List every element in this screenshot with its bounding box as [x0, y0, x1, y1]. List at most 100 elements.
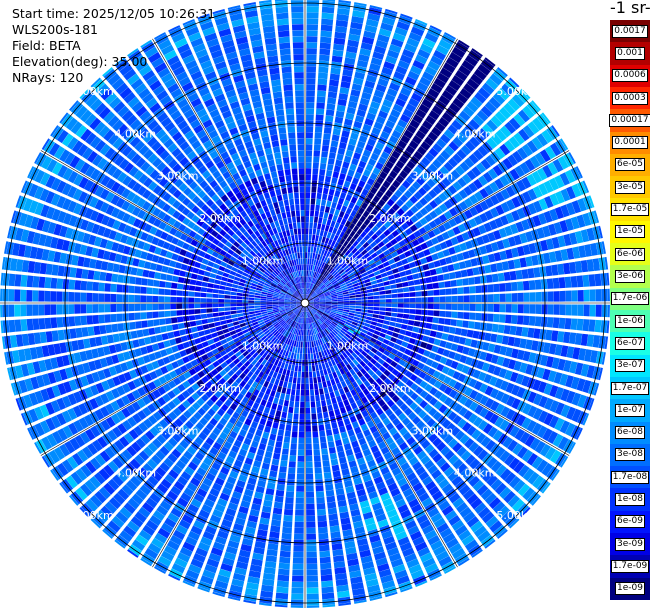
ray-gate [227, 540, 240, 549]
ray-gate [307, 282, 310, 289]
ray-gate [154, 368, 163, 378]
ray-gate [404, 370, 413, 379]
ray-gate [278, 380, 284, 387]
ray-gate [186, 482, 198, 492]
ray-gate [337, 297, 344, 300]
ray-gate [430, 540, 444, 551]
ray-gate [254, 300, 261, 303]
ray-gate [255, 429, 263, 437]
ray-gate [302, 353, 305, 360]
ray-gate [401, 384, 410, 393]
ray-gate [258, 523, 269, 531]
ray-gate [345, 174, 353, 183]
ray-gate [305, 222, 309, 229]
ray-gate [492, 92, 506, 105]
ray-gate [499, 486, 512, 500]
ray-gate [210, 547, 223, 557]
ray-gate [300, 395, 305, 402]
ray-gate [229, 496, 240, 506]
ray-gate [320, 562, 332, 570]
ray-gate [311, 407, 316, 414]
ray-gate [414, 285, 422, 291]
ray-gate [488, 544, 502, 557]
ray-gate [174, 418, 184, 428]
ray-gate [418, 125, 430, 135]
ray-gate [453, 262, 461, 271]
ray-gate [400, 462, 411, 472]
ray-gate [351, 247, 358, 254]
ray-gate [230, 299, 237, 303]
ray-gate [200, 384, 209, 393]
ray-gate [194, 337, 202, 345]
ray-gate [458, 189, 468, 200]
ray-gate [347, 272, 355, 278]
ray-gate [419, 217, 428, 226]
ray-gate [309, 310, 314, 316]
ray-gate [342, 233, 349, 240]
ray-gate [382, 471, 393, 481]
ray-gate [99, 325, 107, 335]
ray-gate [508, 136, 521, 149]
ray-gate [291, 581, 304, 588]
ray-gate [321, 224, 326, 231]
ray-gate [363, 226, 371, 234]
ray-gate [146, 311, 153, 319]
ray-gate [59, 368, 68, 381]
ray-gate [208, 552, 222, 563]
ray-gate [444, 145, 455, 156]
ray-gate [489, 520, 503, 533]
ray-gate [469, 458, 481, 470]
ray-gate [335, 265, 341, 272]
ray-gate [313, 300, 320, 303]
ray-gate [460, 467, 472, 479]
ray-gate [312, 294, 318, 299]
ray-gate [78, 417, 89, 430]
ray-gate [149, 492, 162, 504]
ray-gate [324, 321, 330, 327]
ray-gate [419, 4, 434, 15]
ray-gate [321, 586, 334, 594]
ray-gate [595, 304, 602, 317]
ray-gate [433, 310, 440, 317]
ray-gate [367, 229, 375, 237]
ray-gate [598, 171, 610, 187]
ray-gate [141, 320, 148, 328]
ray-gate [343, 303, 350, 306]
ray-gate [387, 49, 400, 59]
ray-gate [405, 379, 414, 388]
ray-gate [152, 295, 159, 303]
ray-gate [349, 230, 356, 238]
ray-gate [395, 531, 408, 541]
ray-gate [230, 343, 237, 350]
ray-gate [410, 332, 418, 339]
ray-gate [414, 54, 428, 65]
ray-gate [123, 432, 135, 444]
ray-gate [346, 319, 353, 324]
ray-gate [380, 466, 390, 476]
ray-gate [495, 129, 507, 142]
ray-gate [307, 353, 311, 360]
ray-gate [397, 457, 407, 467]
ray-gate [354, 451, 364, 460]
ray-gate [222, 426, 231, 435]
ray-gate [599, 402, 610, 417]
ray-gate [525, 535, 540, 550]
ray-gate [446, 23, 461, 35]
ray-gate [328, 333, 334, 340]
ray-gate [240, 337, 247, 344]
ray-gate [221, 487, 232, 496]
ray-gate [418, 410, 427, 419]
ray-gate [418, 103, 430, 114]
ray-gate [247, 412, 255, 421]
ray-gate [341, 263, 348, 269]
ray-gate [330, 310, 337, 313]
ray-gate [376, 278, 383, 284]
ray-gate [481, 29, 496, 43]
ray-gate [448, 207, 458, 217]
ray-gate [277, 568, 290, 576]
ray-gate [432, 185, 442, 195]
ray-gate [335, 287, 342, 292]
ray-gate [410, 382, 419, 392]
ray-gate [212, 298, 219, 303]
ray-gate [340, 431, 348, 439]
